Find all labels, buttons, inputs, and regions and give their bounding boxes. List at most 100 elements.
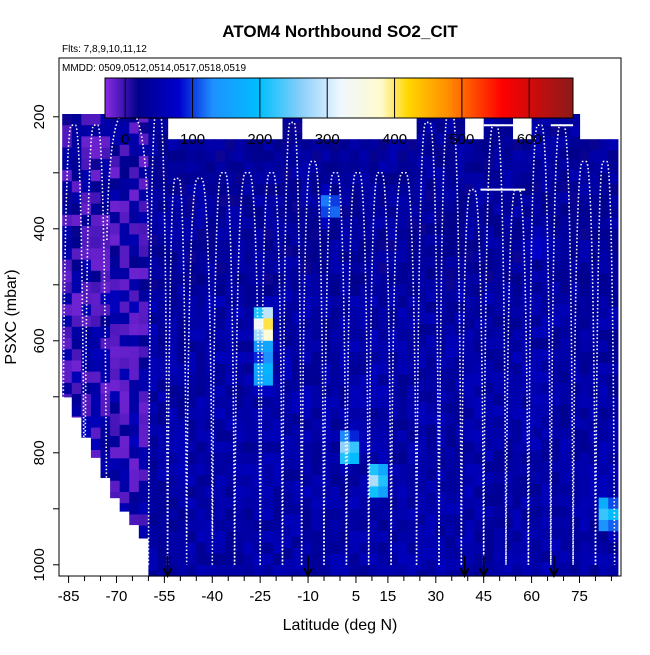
- heatmap-cell: [148, 436, 159, 448]
- heatmap-cell: [157, 200, 169, 213]
- heatmap-cell: [292, 156, 303, 168]
- heatmap-cell: [493, 472, 504, 485]
- heatmap-cell: [368, 374, 379, 387]
- heatmap-cell: [320, 217, 332, 230]
- heatmap-cell: [589, 262, 600, 275]
- heatmap-cell: [368, 139, 379, 151]
- heatmap-cell: [177, 217, 188, 230]
- heatmap-cell: [205, 408, 217, 420]
- heatmap-cell: [512, 318, 523, 331]
- heatmap-cell: [90, 405, 102, 417]
- heatmap-cell: [148, 391, 159, 403]
- heatmap-cell: [445, 167, 456, 179]
- heatmap-cell: [100, 158, 111, 171]
- heatmap-cell: [426, 245, 437, 258]
- heatmap-cell: [541, 270, 552, 283]
- heatmap-cell: [157, 223, 169, 235]
- heatmap-cell: [493, 506, 504, 518]
- heatmap-cell: [483, 226, 494, 238]
- heatmap-cell: [71, 394, 82, 406]
- heatmap-cell: [589, 284, 600, 297]
- heatmap-cell: [225, 497, 236, 510]
- heatmap-cell: [454, 156, 466, 168]
- heatmap-cell: [531, 259, 542, 272]
- heatmap-cell: [81, 360, 92, 373]
- heatmap-cell: [426, 458, 437, 471]
- heatmap-cell: [205, 161, 217, 174]
- heatmap-cell: [416, 503, 427, 515]
- heatmap-cell: [502, 405, 514, 417]
- heatmap-cell: [157, 525, 169, 538]
- heatmap-cell: [502, 114, 514, 126]
- heatmap-cell: [244, 240, 255, 252]
- heatmap-cell: [253, 486, 264, 499]
- heatmap-cell: [426, 413, 437, 426]
- heatmap-cell: [522, 172, 533, 185]
- heatmap-cell: [378, 419, 389, 431]
- heatmap-cell: [157, 436, 169, 448]
- heatmap-cell: [493, 282, 504, 294]
- heatmap-cell: [244, 363, 255, 375]
- heatmap-cell: [186, 329, 197, 342]
- heatmap-cell: [320, 262, 332, 275]
- heatmap-cell: [263, 228, 274, 241]
- heatmap-cell: [110, 144, 121, 157]
- heatmap-cell: [110, 200, 121, 213]
- heatmap-cell: [157, 346, 169, 359]
- heatmap-cell: [215, 195, 226, 207]
- heatmap-cell: [244, 441, 255, 454]
- heatmap-cell: [311, 531, 322, 543]
- heatmap-cell: [196, 206, 207, 219]
- heatmap-cell: [177, 430, 188, 443]
- heatmap-cell: [129, 424, 140, 437]
- heatmap-cell: [541, 114, 552, 126]
- heatmap-cell: [320, 251, 332, 263]
- heatmap-cell: [100, 282, 111, 294]
- heatmap-cell: [100, 248, 111, 261]
- heatmap-cell: [541, 192, 552, 205]
- heatmap-cell: [435, 223, 446, 235]
- heatmap-cell: [598, 553, 609, 566]
- heatmap-cell: [263, 296, 274, 308]
- heatmap-cell: [330, 419, 341, 431]
- heatmap-cell: [129, 301, 140, 314]
- heatmap-cell: [598, 307, 609, 319]
- heatmap-cell: [177, 542, 188, 555]
- heatmap-cell: [454, 133, 466, 146]
- heatmap-cell: [110, 234, 121, 247]
- heatmap-cell: [138, 380, 150, 392]
- heatmap-cell: [253, 251, 264, 263]
- heatmap-cell: [608, 475, 619, 487]
- heatmap-cell: [407, 318, 418, 331]
- heatmap-cell: [560, 416, 571, 429]
- heatmap-cell: [253, 161, 264, 174]
- heatmap-cell: [579, 452, 590, 465]
- heatmap-cell: [311, 430, 322, 443]
- heatmap-cell: [378, 150, 389, 163]
- heatmap-cell: [569, 562, 581, 574]
- heatmap-cell: [608, 307, 619, 319]
- heatmap-cell: [71, 214, 82, 227]
- heatmap-cell: [186, 385, 197, 398]
- heatmap-cell: [292, 380, 303, 392]
- heatmap-cell: [416, 279, 427, 291]
- heatmap-cell: [186, 240, 197, 252]
- heatmap-cell: [464, 340, 475, 353]
- heatmap-cell: [320, 184, 332, 196]
- heatmap-cell: [608, 139, 619, 151]
- dates-label: MMDD: 0509,0512,0514,0517,0518,0519: [62, 63, 246, 74]
- heatmap-cell: [378, 273, 389, 286]
- heatmap-cell: [560, 270, 571, 283]
- heatmap-cell: [100, 382, 111, 395]
- heatmap-cell: [397, 340, 408, 353]
- heatmap-cell: [138, 447, 150, 459]
- heatmap-cell: [349, 531, 360, 543]
- heatmap-cell: [225, 542, 236, 555]
- heatmap-cell: [512, 172, 523, 185]
- heatmap-cell: [598, 374, 609, 387]
- heatmap-cell: [157, 256, 169, 269]
- heatmap-cell: [129, 167, 140, 179]
- heatmap-cell: [311, 195, 322, 207]
- heatmap-cell: [110, 290, 121, 303]
- heatmap-cell: [177, 318, 188, 331]
